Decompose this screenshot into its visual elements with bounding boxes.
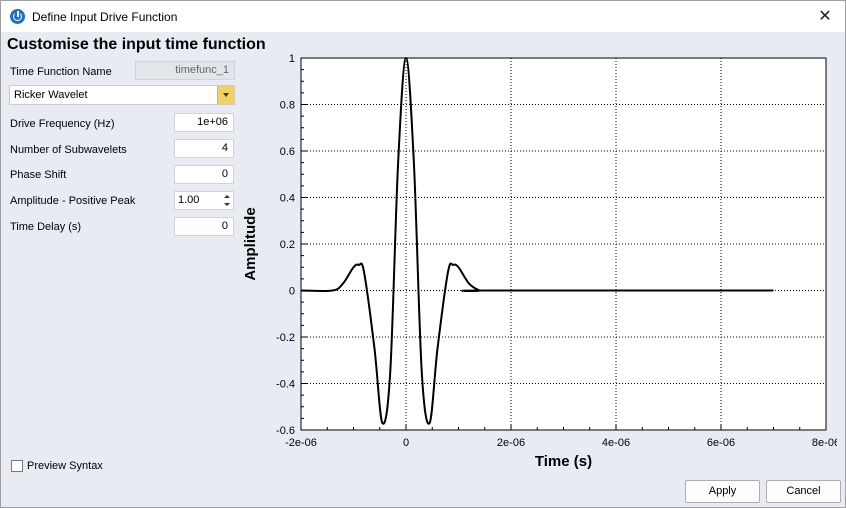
chart-grid [300,57,827,431]
function-type-select[interactable]: Ricker Wavelet [9,85,235,105]
amplitude-value: 1.00 [178,194,200,206]
y-tick-label: 0.4 [280,193,295,205]
x-tick-label: 2e-06 [497,437,525,449]
y-tick-label: -0.2 [276,332,295,344]
y-tick-label: -0.6 [276,425,295,437]
cancel-button[interactable]: Cancel [766,480,841,503]
spin-down-icon[interactable] [223,201,231,209]
drive-frequency-field[interactable]: 1e+06 [174,113,234,132]
phase-shift-label: Phase Shift [10,169,67,181]
x-axis-label: Time (s) [535,453,592,470]
page-title: Customise the input time function [7,36,266,53]
title-bar[interactable]: Define Input Drive Function ✕ [1,1,845,32]
x-tick-label: 6e-06 [707,437,735,449]
amplitude-spinbox[interactable]: 1.00 [174,191,234,210]
subwavelets-label: Number of Subwavelets [10,144,127,156]
spin-up-icon[interactable] [223,193,231,201]
time-function-name-field[interactable]: timefunc_1 [135,61,235,80]
subwavelets-field[interactable]: 4 [174,139,234,158]
y-tick-label: 0.8 [280,100,295,112]
function-type-value: Ricker Wavelet [14,89,88,101]
x-tick-label: 4e-06 [602,437,630,449]
x-tick-label: 0 [403,437,409,449]
x-tick-label: 8e-06 [812,437,837,449]
preview-syntax-checkbox[interactable] [11,460,23,472]
power-icon [10,9,25,24]
series-line [300,56,774,425]
drive-frequency-label: Drive Frequency (Hz) [10,118,115,130]
y-tick-label: 1 [289,53,295,65]
apply-button[interactable]: Apply [685,480,760,503]
y-tick-label: 0 [289,286,295,298]
chevron-down-icon [223,93,229,97]
time-function-name-label: Time Function Name [10,66,112,78]
window-title: Define Input Drive Function [32,10,178,24]
phase-shift-field[interactable]: 0 [174,165,234,184]
dropdown-button[interactable] [217,86,234,104]
amplitude-chart: 1 0.8 0.6 0.4 0.2 0 -0.2 -0.4 -0.6-2e-06 0 2e-06 4e… [242,53,837,470]
amplitude-label: Amplitude - Positive Peak [10,195,136,207]
y-axis-label: Amplitude [242,207,259,280]
time-delay-field[interactable]: 0 [174,217,234,236]
y-tick-label: 0.2 [280,239,295,251]
time-delay-label: Time Delay (s) [10,221,82,233]
preview-syntax-label: Preview Syntax [27,460,103,472]
y-tick-label: 0.6 [280,146,295,158]
x-tick-label: -2e-06 [285,437,317,449]
close-icon[interactable]: ✕ [818,8,832,25]
y-tick-label: -0.4 [276,379,295,391]
chart-axes: 1 0.8 0.6 0.4 0.2 0 -0.2 -0.4 -0.6-2e-06 0 2e-06 4e… [276,53,837,449]
